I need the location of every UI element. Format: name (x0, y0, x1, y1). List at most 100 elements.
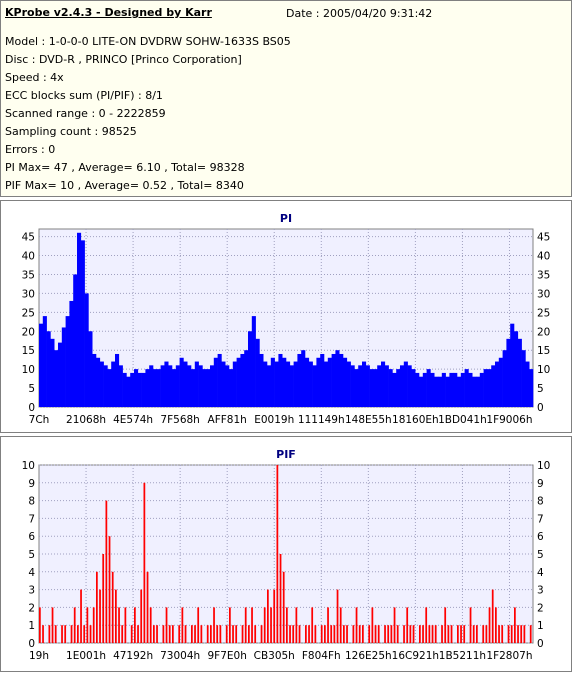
x-tick-label: 9F7E0h (208, 650, 247, 662)
data-bar (77, 232, 82, 407)
pi-summary-line: PI Max= 47 , Average= 6.10 , Total= 9832… (5, 161, 245, 174)
disc-line: Disc : DVD-R , PRINCO [Princo Corporatio… (5, 53, 242, 66)
data-bar (96, 571, 98, 643)
data-bar (145, 369, 150, 407)
data-bar (187, 365, 192, 407)
data-bar (194, 625, 196, 643)
y-tick-label-right: 40 (537, 251, 550, 263)
data-bar (105, 500, 108, 643)
data-bar (248, 331, 253, 407)
y-tick-label-right: 30 (537, 288, 550, 300)
data-bar (390, 625, 393, 643)
data-bar (330, 625, 333, 643)
y-tick-label-right: 1 (537, 620, 544, 632)
data-bar (194, 361, 199, 407)
data-bar (254, 625, 257, 643)
y-tick-label-left: 0 (28, 638, 35, 650)
data-bar (469, 607, 472, 643)
data-bar (229, 369, 234, 407)
data-bar (143, 482, 146, 643)
data-bar (251, 316, 256, 407)
data-bar (403, 625, 405, 643)
x-tick-label: 1E001h (66, 650, 106, 662)
y-tick-label-right: 25 (537, 307, 550, 319)
data-bar (88, 331, 93, 407)
data-bar (121, 625, 124, 643)
data-bar (521, 350, 526, 407)
x-tick-label: 47192h (113, 650, 153, 662)
y-tick-label-right: 20 (537, 326, 550, 338)
data-bar (217, 353, 222, 407)
data-bar (292, 625, 295, 643)
data-bar (39, 323, 44, 407)
y-tick-label-right: 10 (537, 460, 550, 472)
data-bar (460, 625, 462, 643)
data-bar (371, 607, 374, 643)
data-bar (153, 369, 158, 407)
data-bar (122, 372, 127, 407)
data-bar (343, 357, 348, 407)
data-bar (191, 369, 196, 407)
x-tick-label: 7F568h (160, 414, 199, 426)
data-bar (297, 353, 302, 407)
x-tick-label: E0019h (254, 414, 294, 426)
x-tick-label: F804Fh (302, 650, 341, 662)
data-bar (61, 327, 66, 407)
data-bar (130, 372, 135, 407)
data-bar (510, 625, 513, 643)
data-bar (495, 607, 497, 643)
data-bar (362, 625, 364, 643)
data-bar (210, 625, 212, 643)
data-bar (115, 353, 120, 407)
data-bar (422, 625, 424, 643)
data-bar (111, 361, 116, 407)
data-bar (172, 369, 177, 407)
y-tick-label-left: 40 (22, 251, 35, 263)
data-bar (314, 625, 317, 643)
data-bar (200, 625, 203, 643)
chart-title: PIF (276, 448, 296, 461)
data-bar (384, 365, 389, 407)
data-bar (99, 589, 101, 643)
data-bar (263, 361, 268, 407)
x-tick-label: 1B5211h (439, 650, 486, 662)
data-bar (279, 554, 282, 643)
data-bar (343, 625, 345, 643)
data-bar (450, 625, 453, 643)
data-bar (46, 331, 51, 407)
data-bar (476, 376, 481, 407)
data-bar (103, 365, 108, 407)
data-bar (137, 625, 139, 643)
speed-line: Speed : 4x (5, 71, 64, 84)
data-bar (286, 361, 291, 407)
data-bar (96, 357, 101, 407)
data-bar (210, 365, 215, 407)
data-bar (324, 361, 329, 407)
data-bar (168, 365, 173, 407)
data-bar (65, 316, 70, 407)
data-bar (270, 357, 275, 407)
data-bar (523, 625, 526, 643)
data-bar (339, 353, 344, 407)
y-tick-label-right: 10 (537, 364, 550, 376)
data-bar (168, 625, 171, 643)
data-bar (483, 369, 488, 407)
data-bar (339, 607, 342, 643)
info-panel: KProbe v2.4.3 - Designed by Karr Date : … (0, 0, 572, 197)
x-tick-label: 126E25h (345, 650, 392, 662)
data-bar (54, 625, 57, 643)
data-bar (510, 323, 515, 407)
data-bar (61, 625, 63, 643)
y-tick-label-left: 3 (28, 585, 35, 597)
x-tick-label: CB305h (254, 650, 295, 662)
data-bar (263, 607, 266, 643)
data-bar (305, 357, 310, 407)
data-bar (236, 357, 241, 407)
data-bar (160, 365, 165, 407)
data-bar (64, 625, 67, 643)
data-bar (273, 589, 276, 643)
data-bar (206, 369, 211, 407)
data-bar (320, 353, 325, 407)
x-tick-label: 148E55h (345, 414, 392, 426)
data-bar (241, 625, 244, 643)
